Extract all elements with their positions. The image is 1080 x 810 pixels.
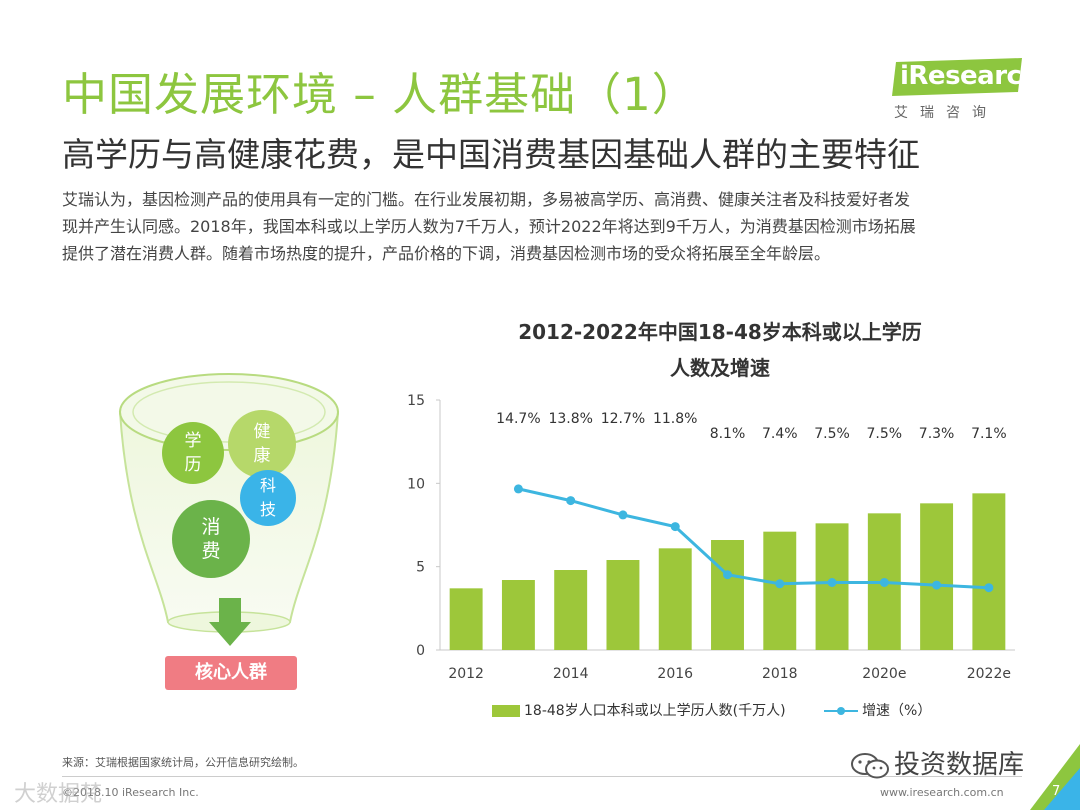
page-title: 中国发展环境 – 人群基础（1） <box>62 68 698 121</box>
description-line: 艾瑞认为，基因检测产品的使用具有一定的门槛。在行业发展初期，多易被高学历、高消费… <box>62 190 911 209</box>
growth-label: 7.5% <box>814 426 850 442</box>
growth-point <box>618 510 628 520</box>
x-tick-label: 2018 <box>762 666 798 682</box>
y-tick-label: 15 <box>407 393 425 409</box>
growth-label: 12.7% <box>601 411 645 427</box>
arrow-down-icon <box>209 622 251 646</box>
growth-point <box>827 578 837 587</box>
wechat-name: 投资数据库 <box>894 750 1025 780</box>
growth-point <box>723 570 732 580</box>
bar <box>658 548 692 650</box>
chart-title-line: 2012-2022年中国18-48岁本科或以上学历 <box>518 320 922 344</box>
iresearch-logo: iResearch 艾瑞咨询 <box>892 58 1040 126</box>
page-subtitle: 高学历与高健康花费，是中国消费基因基础人群的主要特征 <box>62 135 920 174</box>
bar <box>711 540 744 650</box>
arrow-shaft <box>219 598 241 624</box>
chart-title: 2012-2022年中国18-48岁本科或以上学历 人数及增速 <box>460 314 980 386</box>
legend-bar-label: 18-48岁人口本科或以上学历人数(千万人) <box>524 703 786 719</box>
growth-label: 11.8% <box>653 411 697 427</box>
legend-line-swatch <box>824 705 859 717</box>
chart-legend: 18-48岁人口本科或以上学历人数(千万人) 增速（%） <box>492 700 931 720</box>
growth-point <box>984 583 994 593</box>
growth-label: 7.4% <box>762 426 798 442</box>
bubble-tech: 科技 <box>240 470 296 526</box>
legend-bar-swatch <box>492 705 520 717</box>
wechat-account: 投资数据库 <box>850 744 1024 781</box>
footer-url: www.iresearch.com.cn <box>880 786 1004 799</box>
description-line: 现并产生认同感。2018年，我国本科或以上学历人数为7千万人，预计2022年将达… <box>62 217 916 236</box>
growth-label: 14.7% <box>496 411 540 427</box>
bar <box>501 580 535 650</box>
bar <box>606 560 640 650</box>
growth-label: 7.1% <box>971 426 1007 442</box>
y-tick-label: 10 <box>407 476 425 492</box>
bubble-health: 健康 <box>228 410 296 478</box>
x-tick-label: 2012 <box>448 666 484 682</box>
bar-line-chart: 0 5 10 15 2012 2014 2016 2018 2020e 2022e 14.7% 13.… <box>407 393 1015 682</box>
growth-point <box>670 522 680 532</box>
footer-divider <box>62 776 1022 777</box>
bubble-education: 学历 <box>162 422 224 484</box>
x-tick-label: 2020e <box>862 666 906 682</box>
legend-line-label: 增速（%） <box>862 703 932 719</box>
growth-point <box>879 578 889 587</box>
logo-text: iResearch <box>900 61 1040 91</box>
bar <box>449 588 483 650</box>
x-tick-label: 2022e <box>967 666 1011 682</box>
growth-point <box>775 579 785 589</box>
x-tick-label: 2016 <box>657 666 693 682</box>
growth-label: 7.3% <box>919 426 955 442</box>
page-number: 7 <box>1052 784 1061 799</box>
logo-background <box>892 58 1022 96</box>
description-line: 提供了潜在消费人群。随着市场热度的提升，产品价格的下调，消费基因检测市场的受众将… <box>62 244 831 263</box>
watermark: 大数据梵 <box>14 782 103 807</box>
bar <box>554 570 588 650</box>
growth-point <box>566 496 576 506</box>
x-tick-label: 2014 <box>553 666 589 682</box>
growth-label: 7.5% <box>867 426 903 442</box>
bubble-consumption: 消费 <box>172 500 250 578</box>
corner-decoration <box>1030 744 1080 810</box>
footer-copyright: ©2018.10 iResearch Inc. <box>62 786 199 799</box>
growth-label: 8.1% <box>710 426 746 442</box>
source-note: 来源：艾瑞根据国家统计局，公开信息研究绘制。 <box>62 756 304 769</box>
bar <box>972 493 1006 650</box>
growth-point <box>932 580 942 590</box>
growth-point <box>513 484 523 494</box>
chart-title-line: 人数及增速 <box>670 356 770 380</box>
wechat-icon <box>851 752 889 778</box>
growth-label: 13.8% <box>548 411 592 427</box>
bar <box>920 503 954 650</box>
logo-cn-text: 艾瑞咨询 <box>894 105 998 121</box>
description: 艾瑞认为，基因检测产品的使用具有一定的门槛。在行业发展初期，多易被高学历、高消费… <box>62 186 1022 267</box>
core-group-label: 核心人群 <box>165 656 297 690</box>
y-tick-label: 0 <box>416 643 425 659</box>
y-tick-label: 5 <box>416 560 425 576</box>
bar <box>763 531 797 650</box>
growth-line <box>518 487 989 590</box>
